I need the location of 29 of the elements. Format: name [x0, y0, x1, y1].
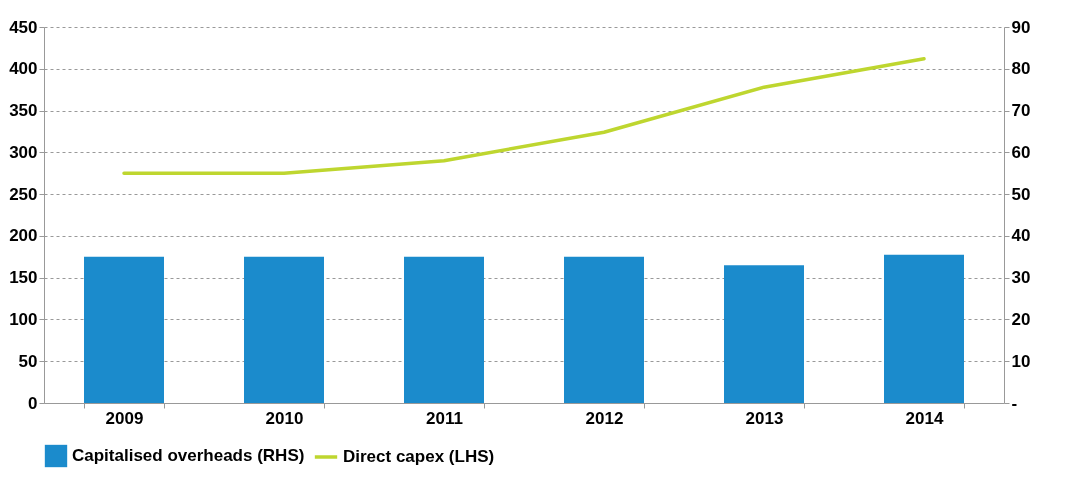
- y2-tick-label: 20: [1011, 309, 1031, 329]
- y-tick-label: 0: [28, 393, 38, 413]
- x-tick-label: 2012: [585, 408, 624, 428]
- x-tick-label: 2010: [265, 408, 304, 428]
- y2-tick-label: -: [1011, 393, 1018, 413]
- y2-tick-label: 30: [1011, 268, 1031, 288]
- y2-tick-label: 60: [1011, 142, 1031, 162]
- y-tick-label: 50: [18, 351, 38, 371]
- y-tick-label: 200: [9, 226, 38, 246]
- y-tick-label: 250: [9, 184, 38, 204]
- y2-tick-label: 70: [1011, 101, 1031, 121]
- x-tick-label: 2011: [426, 408, 463, 428]
- y-tick-label: 100: [9, 309, 38, 329]
- y-tick-label: 350: [9, 101, 38, 121]
- legend-label: Capitalised overheads (RHS): [72, 446, 305, 465]
- y-tick-label: 300: [9, 142, 38, 162]
- y-tick-label: 150: [9, 268, 38, 288]
- line-series: [122, 57, 926, 175]
- y-tick-label: 450: [9, 17, 38, 37]
- y2-tick-label: 10: [1011, 351, 1031, 371]
- y2-tick-label: 50: [1011, 184, 1031, 204]
- legend-label: Direct capex (LHS): [343, 447, 495, 466]
- y2-tick-label: 90: [1011, 17, 1031, 37]
- x-tick-label: 2009: [105, 408, 144, 428]
- y2-tick-label: 80: [1011, 59, 1031, 79]
- y2-tick-label: 40: [1011, 226, 1031, 246]
- x-tick-label: 2014: [905, 408, 944, 428]
- y-tick-label: 400: [9, 59, 38, 79]
- x-tick-label: 2013: [745, 408, 784, 428]
